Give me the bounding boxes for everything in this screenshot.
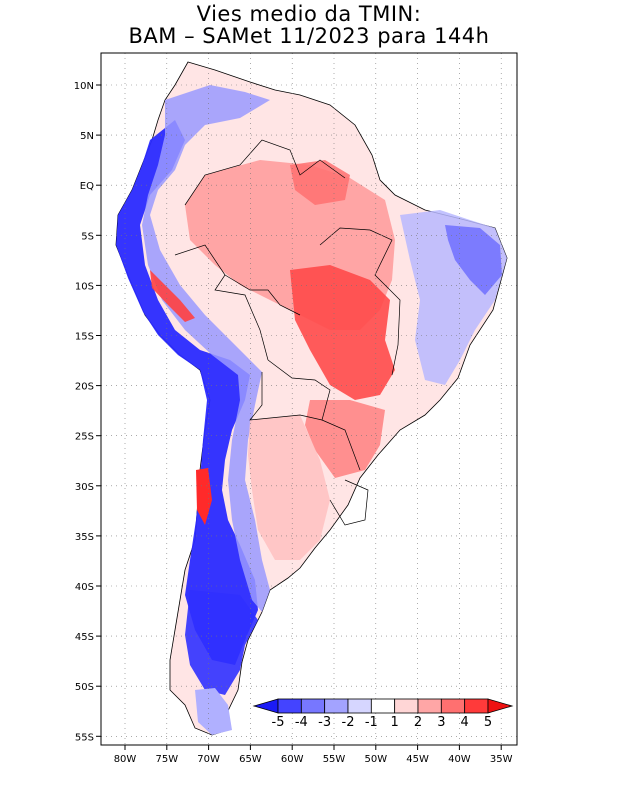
lon-tick-label: 45W — [406, 754, 429, 765]
lat-tick-label: 55S — [75, 732, 94, 743]
lat-tick-label: 25S — [75, 432, 94, 443]
colorbar-label: -5 — [272, 715, 285, 730]
graticule — [101, 53, 517, 745]
colorbar-label: 5 — [484, 715, 492, 730]
colorbar-label: 2 — [414, 715, 422, 730]
lat-tick-label: 10N — [74, 81, 94, 92]
colorbar-segment — [347, 698, 372, 714]
title-line-1: Vies medio da TMIN: — [196, 2, 422, 26]
colorbar-segment — [417, 698, 442, 714]
tierra-del-fuego — [195, 688, 232, 735]
colorbar-segment — [324, 698, 349, 714]
colorbar: -5 -4 -3 -2 -1 1 2 3 4 5 — [252, 698, 514, 730]
lat-tick-label: 10S — [75, 281, 94, 292]
peru-hot-strip — [150, 270, 195, 322]
colorbar-label: 4 — [461, 715, 469, 730]
colorbar-label: -1 — [365, 715, 378, 730]
colorbar-segment — [252, 698, 279, 714]
lon-tick-label: 70W — [197, 754, 220, 765]
latitude-axis: 10N 5N EQ 5S 10S 15S 20S 25S 30S 35S 40S 45S 50S 55S — [74, 81, 101, 743]
colorbar-segment — [300, 698, 326, 714]
colorbar-label: 1 — [391, 715, 399, 730]
colorbar-segment — [370, 698, 396, 714]
colorbar-label: -4 — [295, 715, 308, 730]
lat-tick-label: 5N — [80, 131, 94, 142]
andes-cold-bias — [116, 120, 258, 665]
colorbar-segment — [464, 698, 489, 714]
map-area — [115, 61, 508, 736]
lon-tick-label: 55W — [323, 754, 346, 765]
lat-tick-label: 45S — [75, 632, 94, 643]
central-brazil-hot — [290, 265, 395, 400]
colorbar-label: -3 — [318, 715, 331, 730]
colorbar-segment — [394, 698, 419, 714]
colorbar-label: 3 — [437, 715, 445, 730]
lat-tick-label: 40S — [75, 582, 94, 593]
colorbar-segment — [487, 698, 514, 714]
lat-tick-label: 5S — [81, 231, 94, 242]
longitude-axis: 80W 75W 70W 65W 60W 55W 50W 45W 40W 35W — [114, 745, 513, 765]
map-frame — [100, 52, 518, 746]
lon-tick-label: 40W — [448, 754, 471, 765]
andes-light-blue — [142, 85, 270, 612]
lon-tick-label: 60W — [281, 754, 304, 765]
patagonia-blue — [185, 590, 258, 695]
northeast-brazil-deep — [445, 225, 502, 295]
lon-tick-label: 75W — [155, 754, 178, 765]
colorbar-segment — [440, 698, 466, 714]
lon-tick-label: 65W — [239, 754, 262, 765]
chile-hot-strip — [196, 468, 212, 525]
lat-tick-label: 50S — [75, 682, 94, 693]
colorbar-segment — [277, 698, 302, 714]
country-borders — [174, 139, 401, 526]
lat-tick-label: 15S — [75, 332, 94, 343]
lat-tick-label: 35S — [75, 532, 94, 543]
lon-tick-label: 50W — [364, 754, 387, 765]
lat-tick-label: 20S — [75, 382, 94, 393]
south-brazil-warm — [305, 400, 385, 478]
lat-tick-label: EQ — [80, 181, 94, 192]
colorbar-label: -2 — [342, 715, 355, 730]
lon-tick-label: 80W — [114, 754, 137, 765]
title-line-2: BAM – SAMet 11/2023 para 144h — [128, 24, 490, 48]
pampas-warm — [248, 415, 330, 560]
lat-tick-label: 30S — [75, 482, 94, 493]
lon-tick-label: 35W — [490, 754, 513, 765]
